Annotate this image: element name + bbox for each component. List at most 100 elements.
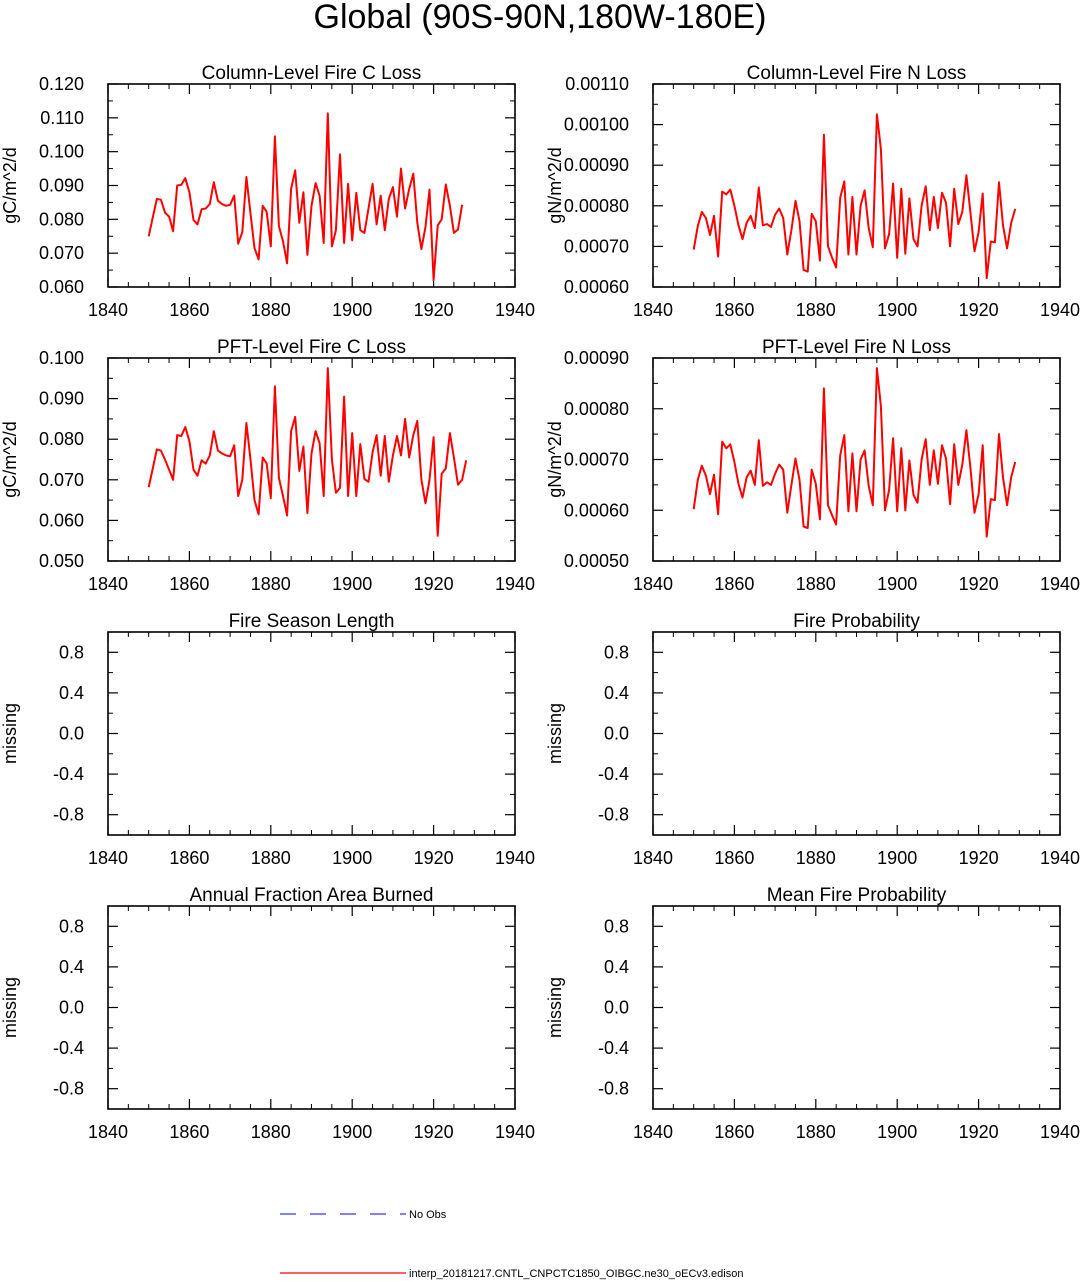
chart-title: PFT-Level Fire N Loss bbox=[762, 337, 951, 358]
chart-title: Fire Probability bbox=[793, 611, 920, 632]
y-tick-label: 0.00110 bbox=[565, 74, 629, 94]
y-tick-label: 0.100 bbox=[39, 142, 84, 162]
figure-title: Global (90S-90N,180W-180E) bbox=[314, 0, 767, 36]
x-tick-label: 1860 bbox=[169, 300, 209, 320]
x-tick-label: 1860 bbox=[169, 574, 209, 594]
series-line-pft-level-fire-c-loss bbox=[147, 367, 468, 537]
chart-panel-annual-fraction-area-burned: Annual Fraction Area Burned missing 1840 18… bbox=[0, 885, 535, 1142]
x-tick-label: 1920 bbox=[959, 300, 999, 320]
x-tick-label: 1840 bbox=[633, 300, 673, 320]
y-tick-label: 0.100 bbox=[39, 348, 84, 368]
y-tick-label: 0.070 bbox=[39, 470, 84, 490]
x-tick-label: 1900 bbox=[877, 300, 917, 320]
x-tick-label: 1840 bbox=[88, 848, 128, 868]
y-tick-label: -0.4 bbox=[598, 764, 629, 784]
chart-panel-column-level-fire-n-loss: Column-Level Fire N Loss gN/m^2/d 1840 1860… bbox=[545, 63, 1080, 320]
x-tick-label: 1860 bbox=[714, 574, 754, 594]
y-tick-label: -0.8 bbox=[598, 1079, 629, 1099]
x-tick-label: 1900 bbox=[877, 574, 917, 594]
x-tick-label: 1920 bbox=[959, 1122, 999, 1142]
x-tick-label: 1860 bbox=[714, 848, 754, 868]
x-tick-label: 1880 bbox=[796, 300, 836, 320]
plot-frame bbox=[107, 83, 516, 288]
y-tick-label: 0.0 bbox=[59, 998, 84, 1018]
x-tick-label: 1880 bbox=[251, 848, 291, 868]
x-tick-label: 1900 bbox=[877, 1122, 917, 1142]
x-tick-label: 1840 bbox=[633, 574, 673, 594]
y-tick-label: 0.00100 bbox=[564, 115, 629, 135]
y-tick-label: 0.0 bbox=[604, 724, 629, 744]
series-line-column-level-fire-n-loss bbox=[692, 113, 1017, 280]
y-axis-label: missing bbox=[0, 977, 20, 1038]
y-tick-label: 0.0 bbox=[59, 724, 84, 744]
x-tick-label: 1940 bbox=[495, 848, 535, 868]
x-tick-label: 1840 bbox=[633, 848, 673, 868]
plot-frame bbox=[652, 631, 1061, 836]
y-tick-label: 0.4 bbox=[604, 957, 629, 977]
y-tick-label: 0.060 bbox=[39, 510, 84, 530]
y-axis-label: gN/m^2/d bbox=[545, 147, 565, 223]
y-tick-label: 0.8 bbox=[59, 916, 84, 936]
chart-panel-fire-probability: Fire Probability missing 1840 1860 1880 1900 1… bbox=[545, 611, 1080, 868]
chart-title: PFT-Level Fire C Loss bbox=[217, 337, 406, 358]
x-tick-label: 1920 bbox=[414, 848, 454, 868]
chart-title: Fire Season Length bbox=[229, 611, 395, 632]
x-tick-label: 1940 bbox=[495, 574, 535, 594]
y-axis-label: missing bbox=[545, 977, 565, 1038]
y-tick-label: 0.00090 bbox=[564, 348, 629, 368]
panels-group: Column-Level Fire C Loss gC/m^2/d 1840 1860… bbox=[0, 63, 1080, 1142]
y-tick-label: -0.4 bbox=[53, 764, 84, 784]
x-tick-label: 1940 bbox=[1040, 848, 1080, 868]
chart-title: Column-Level Fire C Loss bbox=[202, 63, 422, 84]
x-tick-label: 1920 bbox=[959, 574, 999, 594]
x-tick-label: 1920 bbox=[414, 300, 454, 320]
x-tick-label: 1840 bbox=[88, 300, 128, 320]
y-tick-label: 0.080 bbox=[39, 429, 84, 449]
x-tick-label: 1860 bbox=[714, 300, 754, 320]
legend-label-model-run: interp_20181217.CNTL_CNPCTC1850_OIBGC.ne… bbox=[409, 1268, 743, 1280]
x-tick-label: 1880 bbox=[251, 574, 291, 594]
x-tick-label: 1860 bbox=[169, 1122, 209, 1142]
legend: No Obs interp_20181217.CNTL_CNPCTC1850_O… bbox=[280, 1209, 743, 1280]
y-tick-label: 0.4 bbox=[604, 683, 629, 703]
x-tick-label: 1940 bbox=[1040, 1122, 1080, 1142]
y-tick-label: 0.8 bbox=[604, 642, 629, 662]
series-line-column-level-fire-c-loss bbox=[147, 112, 464, 282]
x-tick-label: 1900 bbox=[332, 300, 372, 320]
plot-frame bbox=[107, 631, 516, 836]
y-tick-label: 0.8 bbox=[604, 916, 629, 936]
legend-label-no-obs: No Obs bbox=[409, 1209, 447, 1221]
x-tick-label: 1880 bbox=[796, 574, 836, 594]
y-tick-label: 0.00080 bbox=[564, 196, 629, 216]
chart-panel-fire-season-length: Fire Season Length missing 1840 1860 1880 190… bbox=[0, 611, 535, 868]
x-tick-label: 1920 bbox=[414, 1122, 454, 1142]
chart-panel-pft-level-fire-c-loss: PFT-Level Fire C Loss gC/m^2/d 1840 1860 188… bbox=[0, 337, 535, 594]
x-tick-label: 1880 bbox=[251, 1122, 291, 1142]
x-tick-label: 1860 bbox=[169, 848, 209, 868]
y-axis-label: missing bbox=[0, 703, 20, 764]
x-tick-label: 1840 bbox=[88, 1122, 128, 1142]
x-tick-label: 1900 bbox=[332, 848, 372, 868]
y-tick-label: 0.8 bbox=[59, 642, 84, 662]
y-tick-label: 0.00070 bbox=[564, 450, 629, 470]
y-tick-label: -0.8 bbox=[598, 805, 629, 825]
x-tick-label: 1840 bbox=[633, 1122, 673, 1142]
x-tick-label: 1940 bbox=[495, 300, 535, 320]
y-tick-label: 0.00050 bbox=[564, 551, 629, 571]
series-line-pft-level-fire-n-loss bbox=[692, 367, 1017, 538]
y-tick-label: 0.00090 bbox=[564, 155, 629, 175]
x-tick-label: 1920 bbox=[414, 574, 454, 594]
plot-frame bbox=[652, 357, 1061, 562]
chart-title: Column-Level Fire N Loss bbox=[747, 63, 967, 84]
chart-panel-column-level-fire-c-loss: Column-Level Fire C Loss gC/m^2/d 1840 1860… bbox=[0, 63, 535, 320]
chart-panel-mean-fire-probability: Mean Fire Probability missing 1840 1860 1880… bbox=[545, 885, 1080, 1142]
y-tick-label: 0.110 bbox=[40, 108, 84, 128]
x-tick-label: 1860 bbox=[714, 1122, 754, 1142]
y-tick-label: 0.00060 bbox=[564, 500, 629, 520]
y-axis-label: gC/m^2/d bbox=[0, 147, 20, 223]
plot-frame bbox=[652, 905, 1061, 1110]
y-axis-label: gN/m^2/d bbox=[545, 421, 565, 497]
y-tick-label: 0.00070 bbox=[564, 236, 629, 256]
x-tick-label: 1900 bbox=[332, 1122, 372, 1142]
